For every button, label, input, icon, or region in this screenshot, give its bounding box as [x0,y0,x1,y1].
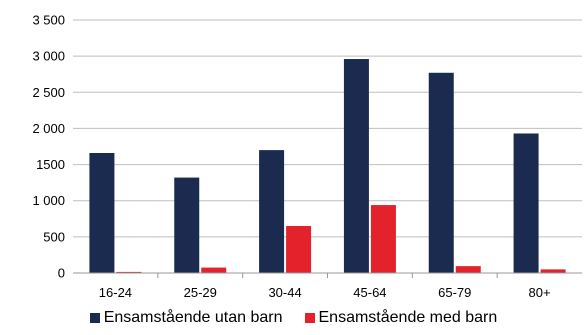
y-tick-label: 3 500 [32,13,65,28]
bar-series-1-25-29 [201,267,227,273]
y-tick-label: 1500 [36,157,65,172]
y-tick-label: 3 000 [32,49,65,64]
legend-label-series-0: Ensamstående utan barn [103,309,283,326]
bar-series-0-25-29 [174,177,200,273]
bar-series-1-80+ [540,269,566,273]
y-tick-label: 1 000 [32,193,65,208]
bar-series-1-45-64 [370,205,396,273]
bar-series-0-16-24 [89,153,115,273]
bar-series-0-80+ [513,133,539,273]
legend-item-series-1: Ensamstående med barn [304,309,498,327]
x-tick-label: 45-64 [353,285,386,300]
bar-series-1-16-24 [116,271,142,273]
legend-swatch-series-0 [89,313,100,323]
bar-series-1-30-44 [286,226,312,273]
gridlines [73,19,582,274]
bar-series-1-65-79 [455,266,481,273]
legend-item-series-0: Ensamstående utan barn [89,309,283,327]
legend-swatch-series-1 [304,313,315,323]
y-tick-label: 2 500 [32,85,65,100]
x-tick-label: 65-79 [438,285,471,300]
y-axis-ticks: 0 500 1 000 1500 2 000 2 500 3 000 3 500 [32,13,65,281]
y-tick-label: 500 [43,229,65,244]
y-tick-label: 2 000 [32,121,65,136]
x-axis-ticks: 16-24 25-29 30-44 45-64 65-79 80+ [99,273,551,300]
x-tick-label: 25-29 [184,285,217,300]
y-tick-label: 0 [58,266,65,281]
x-tick-label: 80+ [529,285,551,300]
bar-chart: 0 500 1 000 1500 2 000 2 500 3 000 3 500 16-24 2… [32,13,582,300]
legend-label-series-1: Ensamstående med barn [318,309,498,326]
legend: Ensamstående utan barn Ensamstående med … [0,309,587,327]
x-tick-label: 30-44 [268,285,301,300]
x-tick-label: 16-24 [99,285,132,300]
bar-series-0-30-44 [259,150,285,273]
bar-series-0-45-64 [343,59,369,273]
bars [89,59,566,273]
bar-series-0-65-79 [428,72,454,273]
